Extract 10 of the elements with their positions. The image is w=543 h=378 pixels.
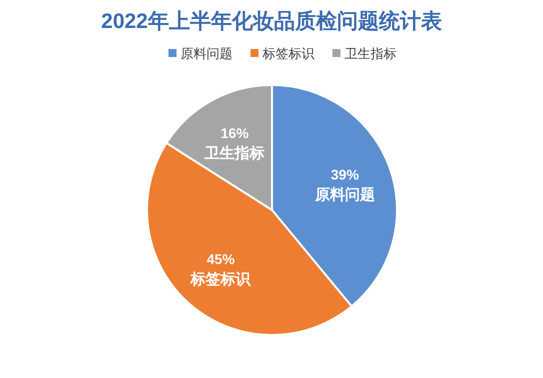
legend-label: 标签标识 <box>262 46 314 61</box>
legend-label: 卫生指标 <box>344 46 396 61</box>
chart-title: 2022年上半年化妆品质检问题统计表 <box>101 9 442 33</box>
slice-label: 标签标识 <box>190 271 252 288</box>
slice-label: 原料问题 <box>314 186 375 204</box>
data-label: 45% <box>206 251 236 268</box>
slice-label: 卫生指标 <box>204 145 265 162</box>
data-label: 16% <box>220 125 250 142</box>
data-label: 39% <box>330 166 360 183</box>
legend-label: 原料问题 <box>180 46 232 61</box>
